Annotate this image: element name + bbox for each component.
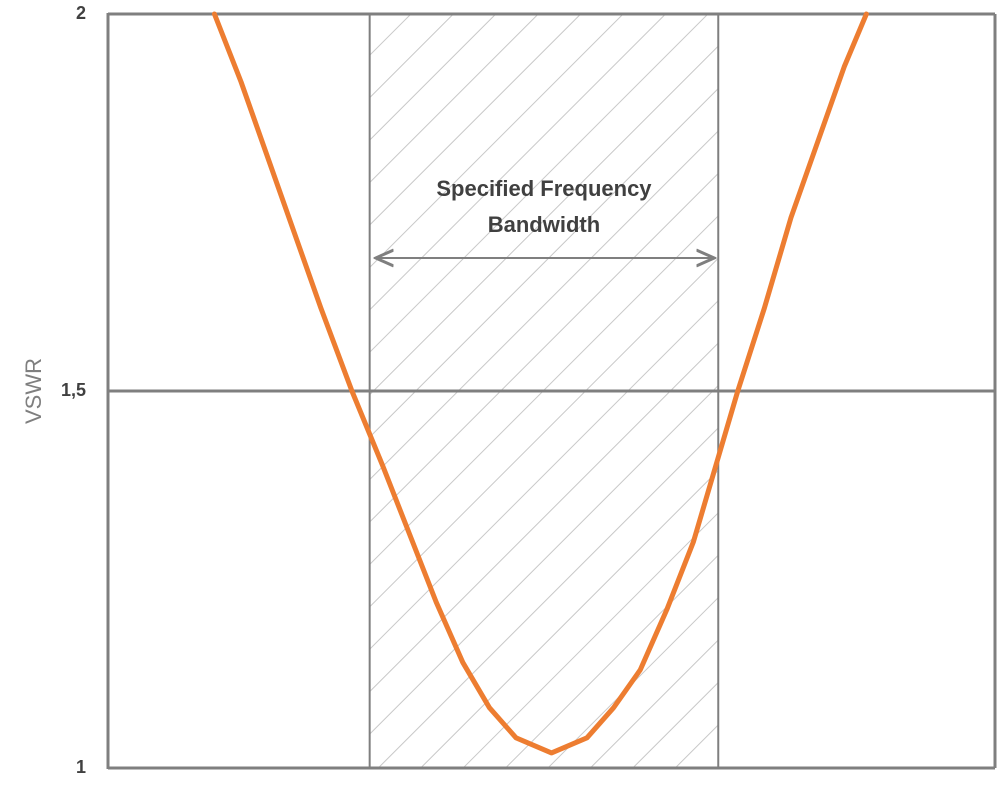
y-tick-label: 1,5 (61, 380, 86, 400)
annotation: Specified Frequency (436, 176, 652, 201)
annotation: Bandwidth (488, 212, 600, 237)
vswr-curve (211, 11, 869, 756)
y-tick-label: 2 (76, 3, 86, 23)
y-tick-label: 1 (76, 757, 86, 777)
y-axis-label: VSWR (21, 358, 46, 424)
